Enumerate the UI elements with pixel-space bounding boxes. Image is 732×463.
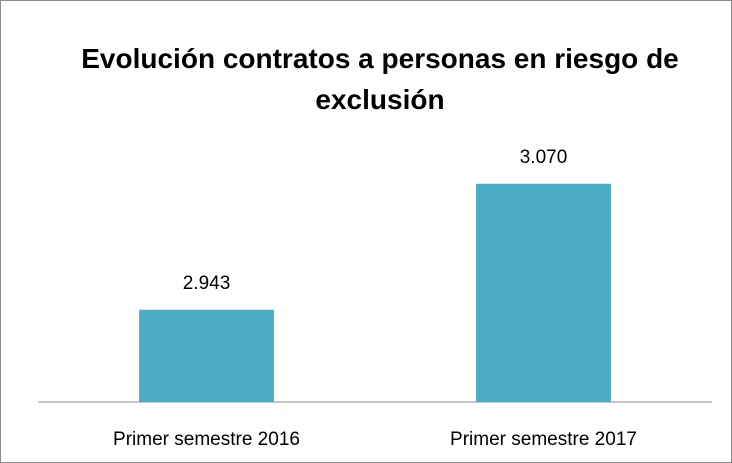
bar <box>139 309 274 402</box>
data-label: 2.943 <box>183 273 231 294</box>
x-tick-label: Primer semestre 2016 <box>113 429 300 450</box>
data-label: 3.070 <box>520 147 568 168</box>
chart-title: Evolución contratos a personas en riesgo… <box>81 43 679 115</box>
bar <box>476 183 611 402</box>
x-tick-label: Primer semestre 2017 <box>450 429 637 450</box>
